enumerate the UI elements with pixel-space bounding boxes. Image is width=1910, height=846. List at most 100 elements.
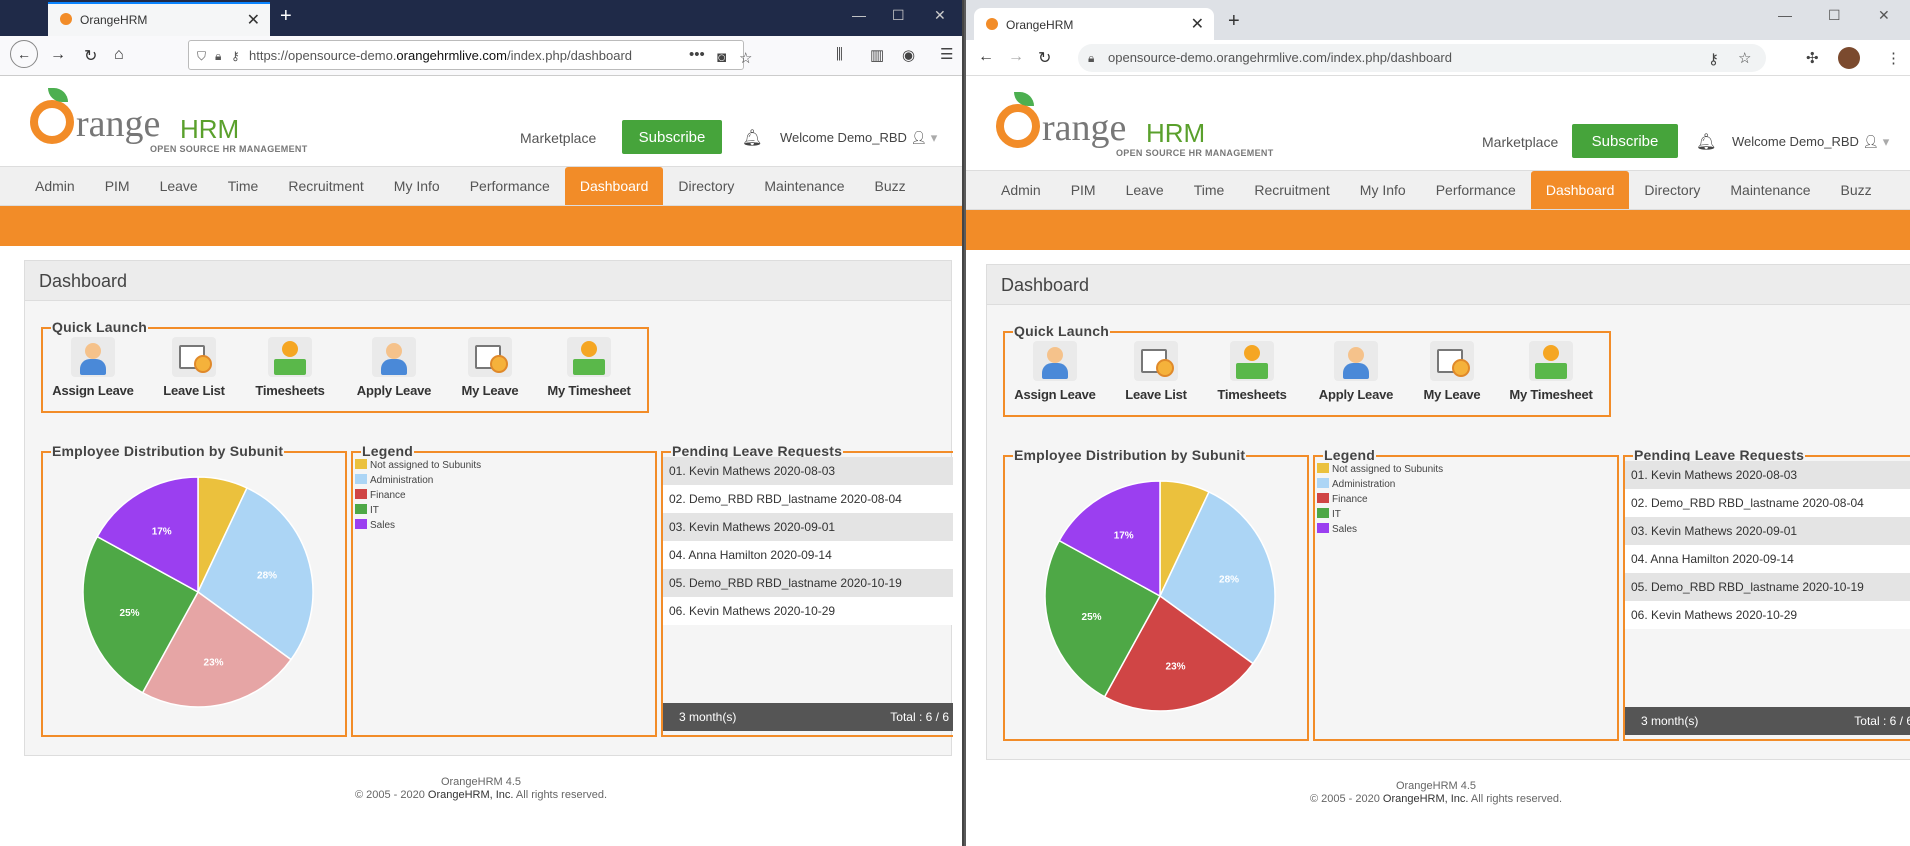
url-text: opensource-demo.orangehrmlive.com/index.…	[1108, 50, 1452, 65]
pending-leave-list: 01. Kevin Mathews 2020-08-03 02. Demo_RB…	[1625, 461, 1910, 629]
minimize-icon[interactable]: —	[1778, 7, 1792, 23]
ql-leave-list[interactable]: Leave List	[1117, 341, 1195, 402]
bookmark-star-icon[interactable]: ☆	[739, 50, 753, 67]
library-icon[interactable]: ⫼	[836, 46, 843, 63]
minimize-icon[interactable]: —	[852, 7, 866, 23]
ql-assign-leave[interactable]: Assign Leave	[49, 337, 137, 398]
menu-recruitment[interactable]: Recruitment	[1254, 182, 1330, 198]
menu-admin[interactable]: Admin	[1001, 182, 1041, 198]
pending-leave-item[interactable]: 05. Demo_RBD RBD_lastname 2020-10-19	[663, 569, 953, 597]
address-bar[interactable]: 🔒︎ opensource-demo.orangehrmlive.com/ind…	[1078, 44, 1766, 72]
legend-swatch	[1317, 493, 1329, 503]
page-footer: OrangeHRM 4.5 © 2005 - 2020 OrangeHRM, I…	[24, 776, 938, 802]
forward-icon[interactable]: →	[50, 46, 66, 63]
menu-time[interactable]: Time	[1193, 182, 1225, 198]
footer-orangehrm-link[interactable]: OrangeHRM, Inc.	[1382, 793, 1469, 805]
more-actions-icon[interactable]: •••	[689, 46, 705, 63]
menu-leave[interactable]: Leave	[159, 178, 198, 194]
logo-tagline: OPEN SOURCE HR MANAGEMENT	[1116, 148, 1274, 158]
pending-leave-item[interactable]: 01. Kevin Mathews 2020-08-03	[663, 457, 953, 485]
quick-launch-box: Quick Launch Assign Leave Leave List Tim…	[1003, 323, 1611, 417]
ql-my-timesheet[interactable]: My Timesheet	[1501, 341, 1601, 402]
ql-apply-leave[interactable]: Apply Leave	[1311, 341, 1401, 402]
bell-icon[interactable]: 🔔︎	[742, 130, 763, 147]
subscribe-button[interactable]: Subscribe	[622, 120, 722, 154]
ql-my-leave[interactable]: My Leave	[1417, 341, 1487, 402]
ql-timesheets[interactable]: Timesheets	[245, 337, 335, 398]
extensions-icon[interactable]: ✣	[1806, 50, 1819, 67]
pending-leave-item[interactable]: 02. Demo_RBD RBD_lastname 2020-08-04	[663, 485, 953, 513]
menu-my-info[interactable]: My Info	[393, 178, 440, 194]
subscribe-button[interactable]: Subscribe	[1572, 124, 1678, 158]
new-tab-icon[interactable]: +	[1228, 10, 1240, 32]
key-icon[interactable]: ⚷	[1708, 51, 1719, 68]
menu-directory[interactable]: Directory	[1644, 182, 1701, 198]
marketplace-link[interactable]: Marketplace	[520, 130, 597, 146]
address-bar[interactable]: ⛉ 🔒︎ ⚷ https://opensource-demo.orangehrm…	[188, 40, 752, 70]
menu-icon[interactable]: ☰	[940, 46, 954, 63]
key-icon: ⚷	[231, 49, 240, 63]
ql-timesheets[interactable]: Timesheets	[1207, 341, 1297, 402]
close-tab-icon[interactable]: ✕	[1190, 16, 1204, 33]
maximize-icon[interactable]: ☐	[892, 7, 905, 23]
menu-dashboard[interactable]: Dashboard	[564, 167, 664, 205]
menu-maintenance[interactable]: Maintenance	[764, 178, 845, 194]
logo-leaf-icon	[48, 88, 68, 102]
browser-tab[interactable]: OrangeHRM ✕	[974, 8, 1214, 40]
menu-icon[interactable]: ⋮	[1886, 50, 1901, 67]
menu-pim[interactable]: PIM	[1070, 182, 1096, 198]
ql-assign-leave[interactable]: Assign Leave	[1011, 341, 1099, 402]
lock-icon: 🔒︎	[215, 49, 222, 63]
menu-performance[interactable]: Performance	[1435, 182, 1516, 198]
maximize-icon[interactable]: ☐	[1828, 7, 1841, 23]
menu-maintenance[interactable]: Maintenance	[1730, 182, 1811, 198]
marketplace-link[interactable]: Marketplace	[1482, 134, 1559, 150]
pie-slice-label: 28%	[1219, 574, 1239, 585]
menu-pim[interactable]: PIM	[104, 178, 130, 194]
pending-leave-item[interactable]: 03. Kevin Mathews 2020-09-01	[1625, 517, 1910, 545]
reload-icon[interactable]: ↻	[84, 48, 98, 65]
pending-leave-item[interactable]: 04. Anna Hamilton 2020-09-14	[1625, 545, 1910, 573]
new-tab-icon[interactable]: +	[280, 5, 292, 27]
footer-orangehrm-link[interactable]: OrangeHRM, Inc.	[427, 789, 514, 801]
browser-tab[interactable]: OrangeHRM ✕	[48, 2, 270, 36]
ql-leave-list[interactable]: Leave List	[155, 337, 233, 398]
forward-icon[interactable]: →	[1008, 48, 1024, 65]
ql-apply-leave[interactable]: Apply Leave	[349, 337, 439, 398]
menu-my-info[interactable]: My Info	[1359, 182, 1406, 198]
pending-leave-item[interactable]: 01. Kevin Mathews 2020-08-03	[1625, 461, 1910, 489]
menu-admin[interactable]: Admin	[35, 178, 75, 194]
bell-icon[interactable]: 🔔︎	[1696, 134, 1717, 151]
home-icon[interactable]: ⌂	[114, 46, 124, 63]
menu-time[interactable]: Time	[227, 178, 259, 194]
welcome-menu[interactable]: Welcome Demo_RBD 👤︎ ▾	[780, 130, 937, 146]
pending-leave-item[interactable]: 02. Demo_RBD RBD_lastname 2020-08-04	[1625, 489, 1910, 517]
menu-buzz[interactable]: Buzz	[1840, 182, 1872, 198]
sidebar-icon[interactable]: ▥	[870, 47, 885, 64]
orange-band	[0, 206, 962, 246]
reload-icon[interactable]: ↻	[1038, 50, 1052, 67]
welcome-menu[interactable]: Welcome Demo_RBD 👤︎ ▾	[1732, 134, 1889, 150]
menu-leave[interactable]: Leave	[1125, 182, 1164, 198]
ql-my-leave[interactable]: My Leave	[455, 337, 525, 398]
menu-performance[interactable]: Performance	[469, 178, 550, 194]
pending-leave-item[interactable]: 06. Kevin Mathews 2020-10-29	[1625, 601, 1910, 629]
account-icon[interactable]: ◉	[902, 47, 916, 64]
menu-directory[interactable]: Directory	[678, 178, 735, 194]
pending-leave-item[interactable]: 05. Demo_RBD RBD_lastname 2020-10-19	[1625, 573, 1910, 601]
bookmark-star-icon[interactable]: ☆	[1738, 50, 1752, 67]
pocket-icon[interactable]: ◙	[717, 49, 727, 66]
pending-leave-item[interactable]: 03. Kevin Mathews 2020-09-01	[663, 513, 953, 541]
close-window-icon[interactable]: ✕	[1878, 7, 1890, 23]
close-window-icon[interactable]: ✕	[934, 7, 946, 23]
back-icon[interactable]: ←	[978, 48, 994, 65]
profile-avatar[interactable]	[1838, 47, 1860, 69]
menu-recruitment[interactable]: Recruitment	[288, 178, 364, 194]
back-icon[interactable]: ←	[10, 40, 38, 68]
menu-buzz[interactable]: Buzz	[874, 178, 906, 194]
pending-leave-item[interactable]: 04. Anna Hamilton 2020-09-14	[663, 541, 953, 569]
pending-leave-item[interactable]: 06. Kevin Mathews 2020-10-29	[663, 597, 953, 625]
ql-my-timesheet[interactable]: My Timesheet	[539, 337, 639, 398]
close-tab-icon[interactable]: ✕	[246, 12, 260, 29]
menu-dashboard[interactable]: Dashboard	[1530, 171, 1630, 209]
